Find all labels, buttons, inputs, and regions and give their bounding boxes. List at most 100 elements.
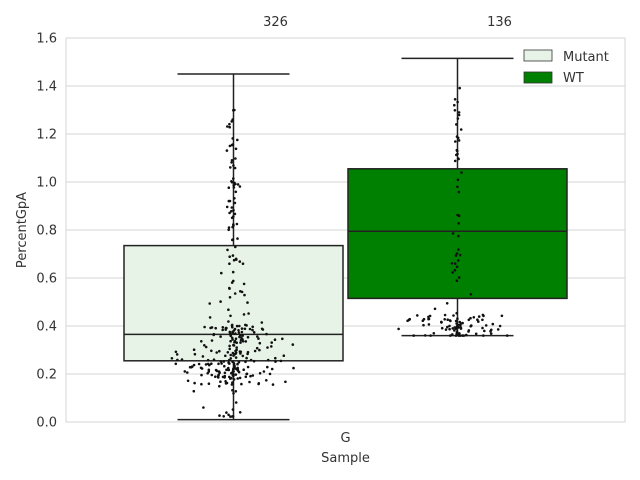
swarm-point [232,344,236,347]
swarm-point [228,347,231,351]
swarm-point [227,358,231,362]
swarm-point [458,332,461,335]
swarm-point [218,414,221,417]
swarm-point [210,339,214,342]
swarm-point [219,380,222,384]
swarm-point [240,336,243,339]
swarm-point [242,282,246,286]
swarm-point [219,300,222,303]
swarm-point [218,384,221,388]
swarm-point [455,153,458,157]
swarm-point [193,381,196,385]
swarm-point [229,314,232,318]
swarm-point [237,331,241,334]
swarm-point [203,344,206,347]
swarm-point [443,313,447,317]
swarm-point [258,348,261,352]
swarm-point [454,319,458,323]
swarm-point [244,375,248,379]
swarm-point [233,341,236,344]
swarm-point [241,340,245,343]
y-tick-label: 1.2 [36,128,57,143]
swarm-point [224,326,228,330]
legend-label-wt: WT [563,71,584,86]
swarm-point [240,382,243,386]
swarm-point [224,354,227,358]
swarm-point [245,356,248,360]
swarm-point [270,341,274,344]
legend-swatch-wt [523,71,553,84]
box-plots [123,57,568,421]
swarm-point [457,259,460,262]
swarm-point [230,383,234,386]
swarm-point [232,279,235,283]
swarm-point [245,372,248,376]
swarm-point [459,326,463,329]
swarm-point [234,373,238,376]
swarm-point [230,371,233,375]
swarm-point [265,332,268,336]
legend: Mutant WT [523,49,609,86]
swarm-point [247,312,250,315]
swarm-point [257,337,260,340]
swarm-point [228,296,232,299]
swarm-point [234,245,237,249]
y-tick-label: 0.0 [36,416,57,431]
swarm-point [448,324,451,328]
swarm-point [186,371,189,374]
box-iqr [347,168,568,300]
swarm-point [234,257,238,261]
count-label-mutant: 326 [263,15,288,30]
swarm-point [457,222,461,225]
swarm-point [233,352,236,356]
swarm-point [231,270,235,274]
swarm-point [461,334,464,337]
swarm-point [453,103,456,107]
swarm-point [215,369,219,373]
swarm-point [251,328,254,332]
swarm-point [227,308,230,312]
swarm-point [192,389,196,393]
swarm-point [270,345,273,348]
swarm-point [260,327,264,331]
swarm-point [206,372,209,375]
swarm-point [423,334,427,337]
swarm-point [234,157,237,160]
swarm-point [273,338,277,342]
swarm-point [207,382,211,386]
swarm-point [230,206,234,209]
swarm-point [225,149,229,152]
swarm-point [215,351,218,354]
swarm-point [253,349,257,353]
swarm-point [235,341,238,345]
swarm-point [230,159,234,162]
swarm-point [236,362,239,366]
swarm-point [433,307,437,311]
swarm-point [496,328,500,331]
count-label-wt: 136 [487,15,512,30]
swarm-points [170,86,509,418]
swarm-point [234,390,238,393]
swarm-point [249,374,252,378]
swarm-point [175,353,179,356]
swarm-point [248,327,252,331]
swarm-point [469,293,473,296]
y-tick-label: 0.8 [36,224,57,239]
swarm-point [446,325,449,329]
swarm-point [455,279,459,283]
swarm-point [225,205,229,209]
swarm-point [440,326,444,330]
swarm-point [432,332,436,335]
swarm-point [482,334,485,337]
swarm-point [456,178,460,182]
swarm-point [228,286,231,290]
swarm-point [456,185,459,189]
swarm-point [234,190,238,194]
swarm-point [251,325,254,329]
legend-label-mutant: Mutant [563,50,609,65]
swarm-point [481,313,485,317]
swarm-point [192,348,196,352]
swarm-point [235,222,239,226]
swarm-point [451,232,455,235]
